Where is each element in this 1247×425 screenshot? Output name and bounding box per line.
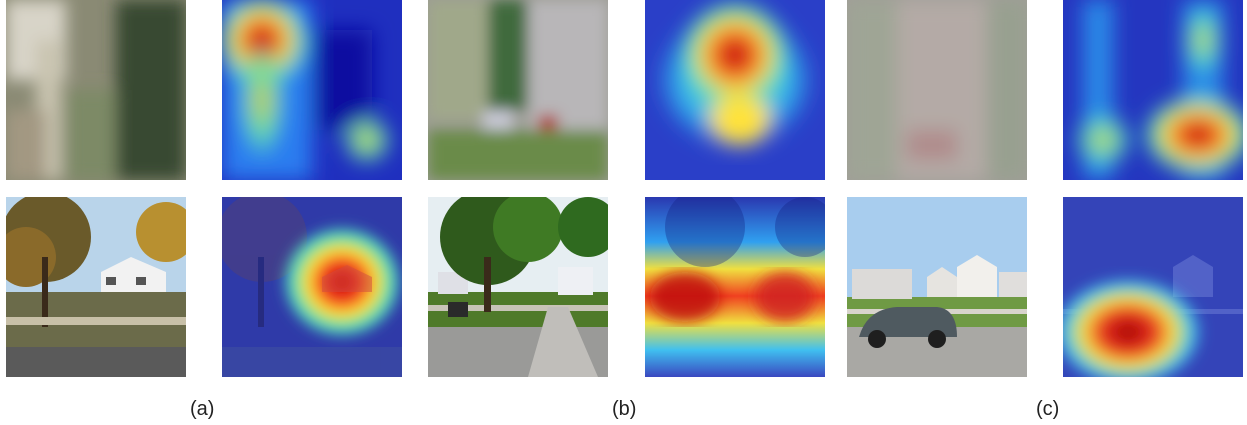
caption-a: (a) — [190, 398, 215, 420]
caption-b: (b) — [612, 398, 637, 420]
caption-c: (c) — [1036, 398, 1060, 420]
heatmap-aerial-b — [645, 0, 825, 180]
aerial-image-b — [428, 0, 608, 180]
heatmap-aerial-c — [1063, 0, 1243, 180]
street-image-c — [847, 197, 1027, 377]
heatmap-street-a — [222, 197, 402, 377]
heatmap-street-b — [645, 197, 825, 377]
aerial-image-c — [847, 0, 1027, 180]
heatmap-street-c — [1063, 197, 1243, 377]
street-image-b — [428, 197, 608, 377]
aerial-image-a — [6, 0, 186, 180]
street-image-a — [6, 197, 186, 377]
heatmap-aerial-a — [222, 0, 402, 180]
